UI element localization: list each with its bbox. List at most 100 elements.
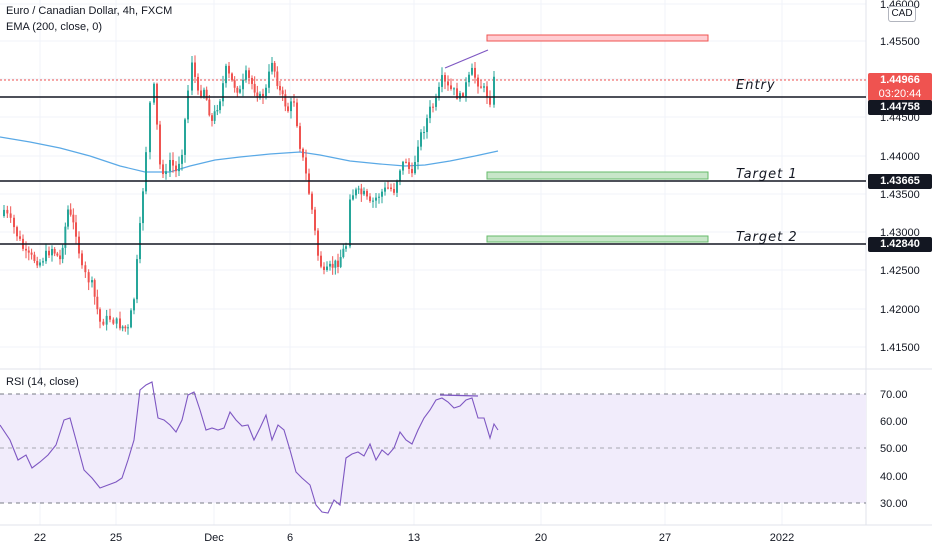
candle-body bbox=[45, 250, 47, 262]
price-tick-label: 1.44000 bbox=[880, 151, 920, 163]
price-tick-label: 1.43500 bbox=[880, 189, 920, 201]
candle-body bbox=[200, 90, 202, 97]
candle-body bbox=[432, 106, 434, 108]
candle-body bbox=[112, 319, 115, 324]
candle-body bbox=[159, 124, 161, 165]
candle-body bbox=[145, 152, 147, 192]
price-tick-label: 1.42500 bbox=[880, 265, 920, 277]
candle-body bbox=[483, 86, 485, 88]
time-axis[interactable]: 22 25 Dec 6 13 20 27 2022 bbox=[34, 532, 794, 544]
candle-body bbox=[133, 299, 135, 311]
candle-body bbox=[197, 76, 199, 91]
candle-body bbox=[450, 85, 452, 89]
bar-countdown: 03:20:44 bbox=[878, 88, 922, 100]
candle-body bbox=[242, 79, 244, 90]
candle-body bbox=[67, 209, 69, 227]
target2-annotation[interactable]: Target 2 bbox=[736, 230, 798, 245]
candle-body bbox=[48, 250, 50, 256]
candle-body bbox=[311, 193, 313, 210]
rsi-line bbox=[0, 381, 499, 514]
entry-annotation[interactable]: Entry bbox=[736, 78, 776, 93]
target2-zone[interactable] bbox=[486, 235, 709, 243]
candle-body bbox=[345, 246, 347, 249]
candle-body bbox=[314, 209, 316, 231]
rsi-tick-label: 70.00 bbox=[880, 389, 908, 401]
candle-body bbox=[184, 119, 186, 155]
symbol-title[interactable]: Euro / Canadian Dollar, 4h, FXCM bbox=[6, 5, 173, 17]
candle-body bbox=[308, 173, 310, 194]
candle-body bbox=[396, 181, 398, 193]
candle-body bbox=[216, 110, 219, 112]
stop-zone[interactable] bbox=[486, 34, 709, 42]
candle-body bbox=[399, 170, 401, 182]
candle-body bbox=[378, 196, 380, 198]
candle-body bbox=[339, 257, 342, 267]
candle-body bbox=[426, 118, 428, 133]
target1-zone[interactable] bbox=[486, 171, 709, 180]
candle-body bbox=[222, 83, 224, 102]
candle-body bbox=[102, 321, 105, 325]
candle-body bbox=[139, 223, 141, 260]
time-tick-label: 6 bbox=[287, 532, 293, 544]
candle-body bbox=[130, 310, 132, 328]
candle-body bbox=[169, 159, 171, 172]
candle-body bbox=[25, 248, 27, 251]
candle-body bbox=[228, 65, 230, 74]
candle-body bbox=[447, 81, 449, 86]
candle-body bbox=[187, 90, 189, 120]
price-axis[interactable]: 1.460001.455001.450001.445001.440001.435… bbox=[880, 0, 920, 354]
candle-body bbox=[39, 262, 41, 266]
price-tick-label: 1.41500 bbox=[880, 342, 920, 354]
rsi-tick-label: 50.00 bbox=[880, 443, 908, 455]
candle-body bbox=[268, 71, 270, 88]
candle-body bbox=[456, 88, 458, 99]
candle-body bbox=[331, 263, 334, 268]
time-tick-label: Dec bbox=[204, 532, 224, 544]
candle-body bbox=[317, 230, 319, 256]
rsi-trendline[interactable] bbox=[439, 394, 479, 397]
candle-body bbox=[181, 154, 183, 164]
candle-body bbox=[105, 315, 108, 325]
candle-body bbox=[231, 73, 233, 81]
candle-body bbox=[342, 248, 345, 258]
candle-body bbox=[459, 93, 461, 99]
candle-body bbox=[27, 250, 30, 253]
candle-body bbox=[162, 164, 164, 175]
candle-body bbox=[296, 102, 298, 127]
candle-body bbox=[387, 187, 389, 189]
candle-body bbox=[493, 76, 495, 105]
candle-body bbox=[61, 247, 64, 260]
candle-body bbox=[81, 253, 83, 266]
candle-body bbox=[453, 88, 455, 90]
trendline[interactable] bbox=[444, 49, 489, 69]
current-price-value: 1.44966 bbox=[880, 74, 920, 86]
candle-body bbox=[213, 111, 216, 121]
currency-badge[interactable]: CAD bbox=[888, 6, 916, 22]
price-tick-label: 1.45500 bbox=[880, 36, 920, 48]
candle-body bbox=[293, 101, 295, 103]
candle-body bbox=[69, 209, 72, 215]
candle-body bbox=[299, 126, 301, 149]
rsi-tick-label: 60.00 bbox=[880, 416, 908, 428]
candle-body bbox=[16, 227, 18, 237]
candle-body bbox=[329, 263, 331, 267]
candle-body bbox=[305, 157, 307, 174]
rsi-legend[interactable]: RSI (14, close) bbox=[6, 376, 79, 388]
candle-body bbox=[236, 87, 239, 93]
target1-annotation[interactable]: Target 1 bbox=[736, 167, 798, 182]
candle-body bbox=[99, 309, 101, 322]
candle-body bbox=[326, 266, 328, 271]
candle-body bbox=[279, 85, 281, 91]
candle-body bbox=[477, 77, 479, 87]
candle-body bbox=[127, 327, 129, 329]
candle-body bbox=[489, 97, 491, 105]
candle-body bbox=[349, 199, 351, 247]
candle-body bbox=[205, 89, 208, 100]
ema-legend[interactable]: EMA (200, close, 0) bbox=[6, 21, 102, 33]
candle-body bbox=[355, 189, 357, 196]
candle-body bbox=[468, 74, 470, 83]
candle-body bbox=[337, 260, 339, 267]
entry-price-tag: 1.44758 bbox=[868, 100, 932, 115]
candle-body bbox=[366, 190, 368, 197]
